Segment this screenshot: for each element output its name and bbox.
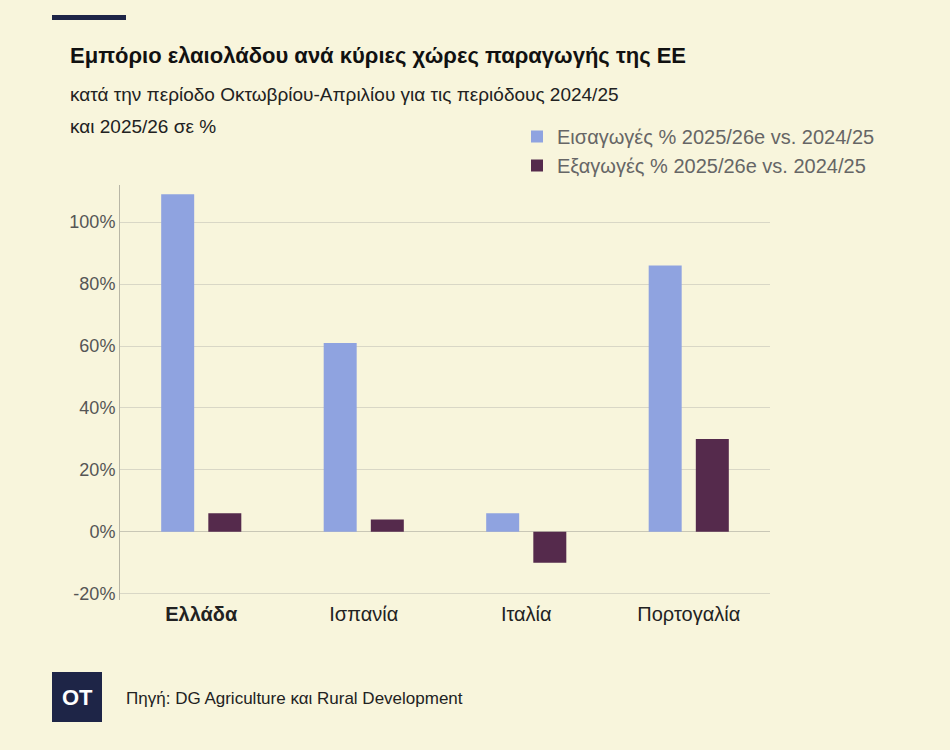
svg-text:Εισαγωγές % 2025/26e vs. 2024/: Εισαγωγές % 2025/26e vs. 2024/25 — [557, 126, 874, 148]
svg-text:20%: 20% — [79, 460, 115, 480]
svg-text:Ιταλία: Ιταλία — [501, 603, 552, 625]
svg-text:και 2025/26 σε %: και 2025/26 σε % — [70, 116, 216, 137]
svg-text:100%: 100% — [69, 212, 115, 232]
svg-text:Πηγή: DG Agriculture και Rural: Πηγή: DG Agriculture και Rural Developme… — [126, 689, 463, 708]
svg-text:Πορτογαλία: Πορτογαλία — [637, 603, 740, 625]
svg-text:κατά την περίοδο Οκτωβρίου-Απρ: κατά την περίοδο Οκτωβρίου-Απριλίου για … — [70, 84, 619, 105]
svg-text:Ισπανία: Ισπανία — [329, 603, 398, 625]
svg-text:Εμπόριο ελαιολάδου ανά κύριες: Εμπόριο ελαιολάδου ανά κύριες χώρες παρα… — [70, 43, 686, 68]
svg-text:Εξαγωγές % 2025/26e vs. 2024/2: Εξαγωγές % 2025/26e vs. 2024/25 — [557, 155, 866, 177]
svg-text:0%: 0% — [89, 522, 115, 542]
svg-text:OT: OT — [62, 685, 93, 710]
svg-text:-20%: -20% — [73, 584, 115, 604]
svg-text:Ελλάδα: Ελλάδα — [165, 603, 238, 625]
svg-text:40%: 40% — [79, 398, 115, 418]
svg-text:80%: 80% — [79, 274, 115, 294]
svg-text:60%: 60% — [79, 336, 115, 356]
